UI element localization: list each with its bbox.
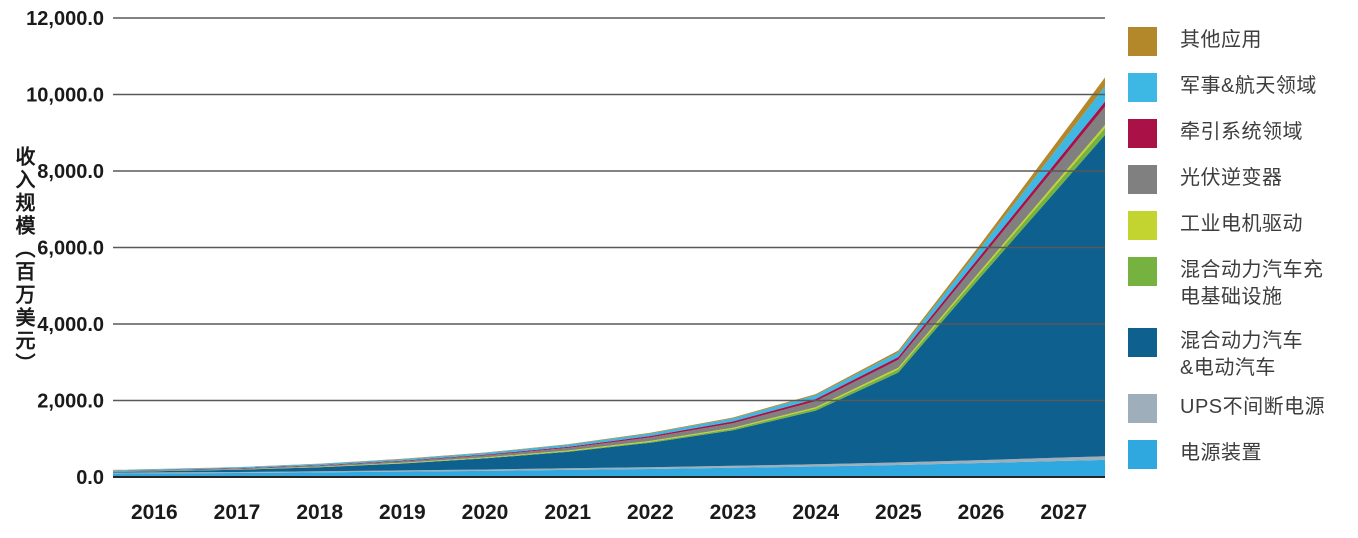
area-series [113, 459, 1105, 477]
legend-swatch [1128, 211, 1157, 240]
x-tick-label: 2020 [462, 501, 509, 524]
x-tick-label: 2018 [296, 501, 343, 524]
y-tick-label: 12,000.0 [26, 8, 104, 30]
x-tick-label: 2022 [627, 501, 674, 524]
legend-item: 工业电机驱动 [1128, 211, 1353, 240]
legend-item: 电源装置 [1128, 440, 1353, 469]
x-tick-label: 2024 [792, 501, 839, 524]
y-tick-label: 10,000.0 [26, 85, 104, 107]
legend-swatch [1128, 257, 1157, 286]
legend-label: 混合动力汽车 &电动汽车 [1180, 330, 1303, 379]
legend-label: 电源装置 [1180, 442, 1262, 464]
legend-swatch [1128, 73, 1157, 102]
y-tick-label: 0.0 [76, 467, 104, 489]
legend-swatch [1128, 27, 1157, 56]
x-tick-label: 2027 [1040, 501, 1087, 524]
area-series [113, 101, 1105, 472]
x-tick-label: 2025 [875, 501, 922, 524]
legend-item: 军事&航天领域 [1128, 73, 1353, 102]
y-tick-label: 2,000.0 [37, 391, 104, 413]
x-tick-label: 2019 [379, 501, 426, 524]
legend-label: 工业电机驱动 [1180, 213, 1303, 235]
legend-label: 混合动力汽车充 电基础设施 [1180, 259, 1324, 308]
legend-swatch [1128, 394, 1157, 423]
legend-item: 混合动力汽车 &电动汽车 [1128, 328, 1353, 382]
y-tick-label: 8,000.0 [37, 161, 104, 183]
chart-legend: 其他应用军事&航天领域 牵引系统领域 光伏逆变器工业电机驱动混合动力汽车充 电基础设… [1128, 27, 1353, 486]
y-tick-label: 4,000.0 [37, 314, 104, 336]
legend-label: UPS不间断电源 [1180, 396, 1326, 418]
legend-label: 光伏逆变器 [1180, 167, 1283, 189]
area-series [113, 134, 1105, 473]
x-tick-label: 2016 [131, 501, 178, 524]
x-tick-label: 2023 [710, 501, 757, 524]
y-axis-title: 收入规模（百万美元） [12, 146, 34, 376]
legend-label: 其他应用 [1180, 29, 1262, 51]
legend-swatch [1128, 165, 1157, 194]
legend-item: 牵引系统领域 [1128, 119, 1353, 148]
x-tick-label: 2026 [958, 501, 1005, 524]
legend-swatch [1128, 119, 1157, 148]
legend-item: 光伏逆变器 [1128, 165, 1353, 194]
x-tick-label: 2021 [544, 501, 591, 524]
legend-swatch [1128, 440, 1157, 469]
legend-swatch [1128, 328, 1157, 357]
x-tick-label: 2017 [214, 501, 261, 524]
legend-item: UPS不间断电源 [1128, 394, 1353, 423]
legend-item: 混合动力汽车充 电基础设施 [1128, 257, 1353, 311]
area-series [113, 86, 1105, 471]
legend-label: 军事&航天领域 [1180, 75, 1317, 97]
legend-label: 牵引系统领域 [1180, 121, 1303, 143]
y-tick-label: 6,000.0 [37, 238, 104, 260]
legend-item: 其他应用 [1128, 27, 1353, 56]
